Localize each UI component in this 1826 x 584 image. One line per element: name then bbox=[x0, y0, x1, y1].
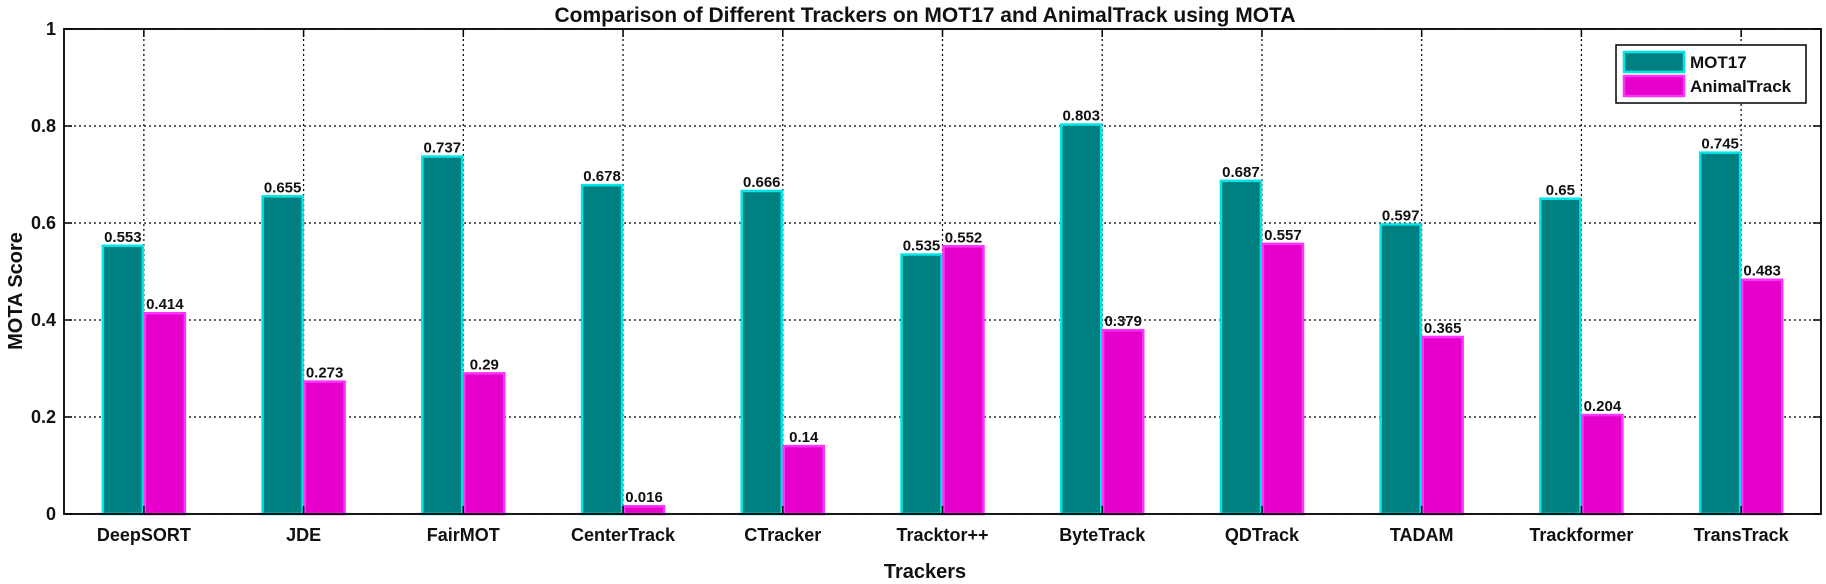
x-axis-label: Trackers bbox=[884, 561, 966, 583]
y-tick-label: 0.6 bbox=[31, 213, 56, 233]
x-tick-label: FairMOT bbox=[427, 525, 500, 545]
bar-value-label: 0.414 bbox=[146, 296, 184, 313]
legend-swatch bbox=[1622, 50, 1686, 74]
x-tick-label: JDE bbox=[286, 525, 321, 545]
bar-mot17-jde bbox=[261, 195, 304, 516]
bars-layer bbox=[101, 123, 1784, 516]
x-tick-label: Trackformer bbox=[1529, 525, 1633, 545]
bar-animaltrack-ctracker bbox=[782, 444, 826, 516]
data-labels-layer: 0.553 0.655 0.737 0.678 0.666 0.535 0.803 0.687… bbox=[104, 108, 1781, 507]
bar-value-label: 0.65 bbox=[1546, 182, 1575, 199]
bar-mot17-bytetrack bbox=[1059, 123, 1103, 516]
y-axis-label: MOTA Score bbox=[5, 232, 27, 350]
bar-value-label: 0.379 bbox=[1104, 313, 1142, 330]
y-tick-label: 0 bbox=[46, 504, 56, 524]
bar-animaltrack-qdtrack bbox=[1261, 242, 1305, 516]
x-tick-label: CTracker bbox=[744, 525, 821, 545]
bar-value-label: 0.483 bbox=[1743, 263, 1781, 280]
x-tick-label: CenterTrack bbox=[571, 525, 676, 545]
bar-mot17-trackformer bbox=[1539, 197, 1582, 516]
chart-title: Comparison of Different Trackers on MOT1… bbox=[555, 4, 1296, 27]
bar-mot17-transtrack bbox=[1698, 151, 1742, 516]
bar-mot17-deepsort bbox=[101, 244, 145, 516]
bar-value-label: 0.365 bbox=[1424, 320, 1462, 337]
bar-animaltrack-jde bbox=[303, 380, 346, 516]
bar-value-label: 0.678 bbox=[583, 168, 621, 185]
bar-value-label: 0.737 bbox=[424, 140, 462, 157]
legend: MOT17 AnimalTrack bbox=[1615, 44, 1807, 104]
bar-value-label: 0.535 bbox=[903, 238, 941, 255]
bar-value-label: 0.597 bbox=[1382, 207, 1420, 224]
bar-mot17-fairmot bbox=[421, 155, 464, 516]
bar-value-label: 0.552 bbox=[945, 229, 983, 246]
y-tick-label: 0.4 bbox=[31, 310, 56, 330]
bar-animaltrack-centertrack bbox=[622, 504, 666, 516]
bar-value-label: 0.29 bbox=[470, 356, 499, 373]
bar-value-label: 0.803 bbox=[1062, 108, 1100, 125]
bar-mot17-tracktor- bbox=[900, 253, 943, 516]
bar-mot17-tadam bbox=[1379, 223, 1422, 516]
bar-animaltrack-bytetrack bbox=[1101, 328, 1145, 516]
x-tick-label: QDTrack bbox=[1225, 525, 1300, 545]
bar-animaltrack-transtrack bbox=[1740, 278, 1784, 516]
bar-value-label: 0.204 bbox=[1584, 398, 1622, 415]
x-tick-label: Tracktor++ bbox=[896, 525, 988, 545]
grid-layer bbox=[64, 28, 1821, 515]
legend-label: AnimalTrack bbox=[1690, 77, 1792, 96]
bar-value-label: 0.14 bbox=[789, 429, 819, 446]
bar-value-label: 0.016 bbox=[625, 489, 663, 506]
bar-animaltrack-fairmot bbox=[463, 372, 506, 516]
bar-value-label: 0.666 bbox=[743, 174, 781, 191]
bar-value-label: 0.273 bbox=[306, 365, 344, 382]
bar-animaltrack-tracktor- bbox=[942, 245, 985, 516]
bar-mot17-centertrack bbox=[580, 183, 624, 516]
x-tick-label: ByteTrack bbox=[1059, 525, 1146, 545]
bar-value-label: 0.687 bbox=[1222, 164, 1260, 181]
bar-mot17-ctracker bbox=[740, 189, 784, 516]
bar-mot17-qdtrack bbox=[1219, 179, 1263, 516]
bar-animaltrack-tadam bbox=[1421, 335, 1464, 516]
x-tick-label: TADAM bbox=[1390, 525, 1454, 545]
bar-value-label: 0.655 bbox=[264, 179, 302, 196]
bar-animaltrack-trackformer bbox=[1581, 413, 1624, 516]
x-tick-label: TransTrack bbox=[1694, 525, 1790, 545]
legend-swatch bbox=[1622, 74, 1686, 98]
legend-label: MOT17 bbox=[1690, 53, 1747, 72]
plot-frame bbox=[63, 28, 1822, 515]
bar-value-label: 0.745 bbox=[1701, 136, 1739, 153]
y-tick-label: 0.8 bbox=[31, 116, 56, 136]
axes-layer: 0 0.2 0.4 0.6 0.8 1 DeepSORT JDE FairMOT CenterTr… bbox=[31, 19, 1822, 545]
bar-value-label: 0.553 bbox=[104, 229, 142, 246]
bar-animaltrack-deepsort bbox=[143, 311, 187, 516]
x-tick-label: DeepSORT bbox=[97, 525, 191, 545]
bar-value-label: 0.557 bbox=[1264, 227, 1302, 244]
y-tick-label: 1 bbox=[46, 19, 56, 39]
y-tick-label: 0.2 bbox=[31, 407, 56, 427]
